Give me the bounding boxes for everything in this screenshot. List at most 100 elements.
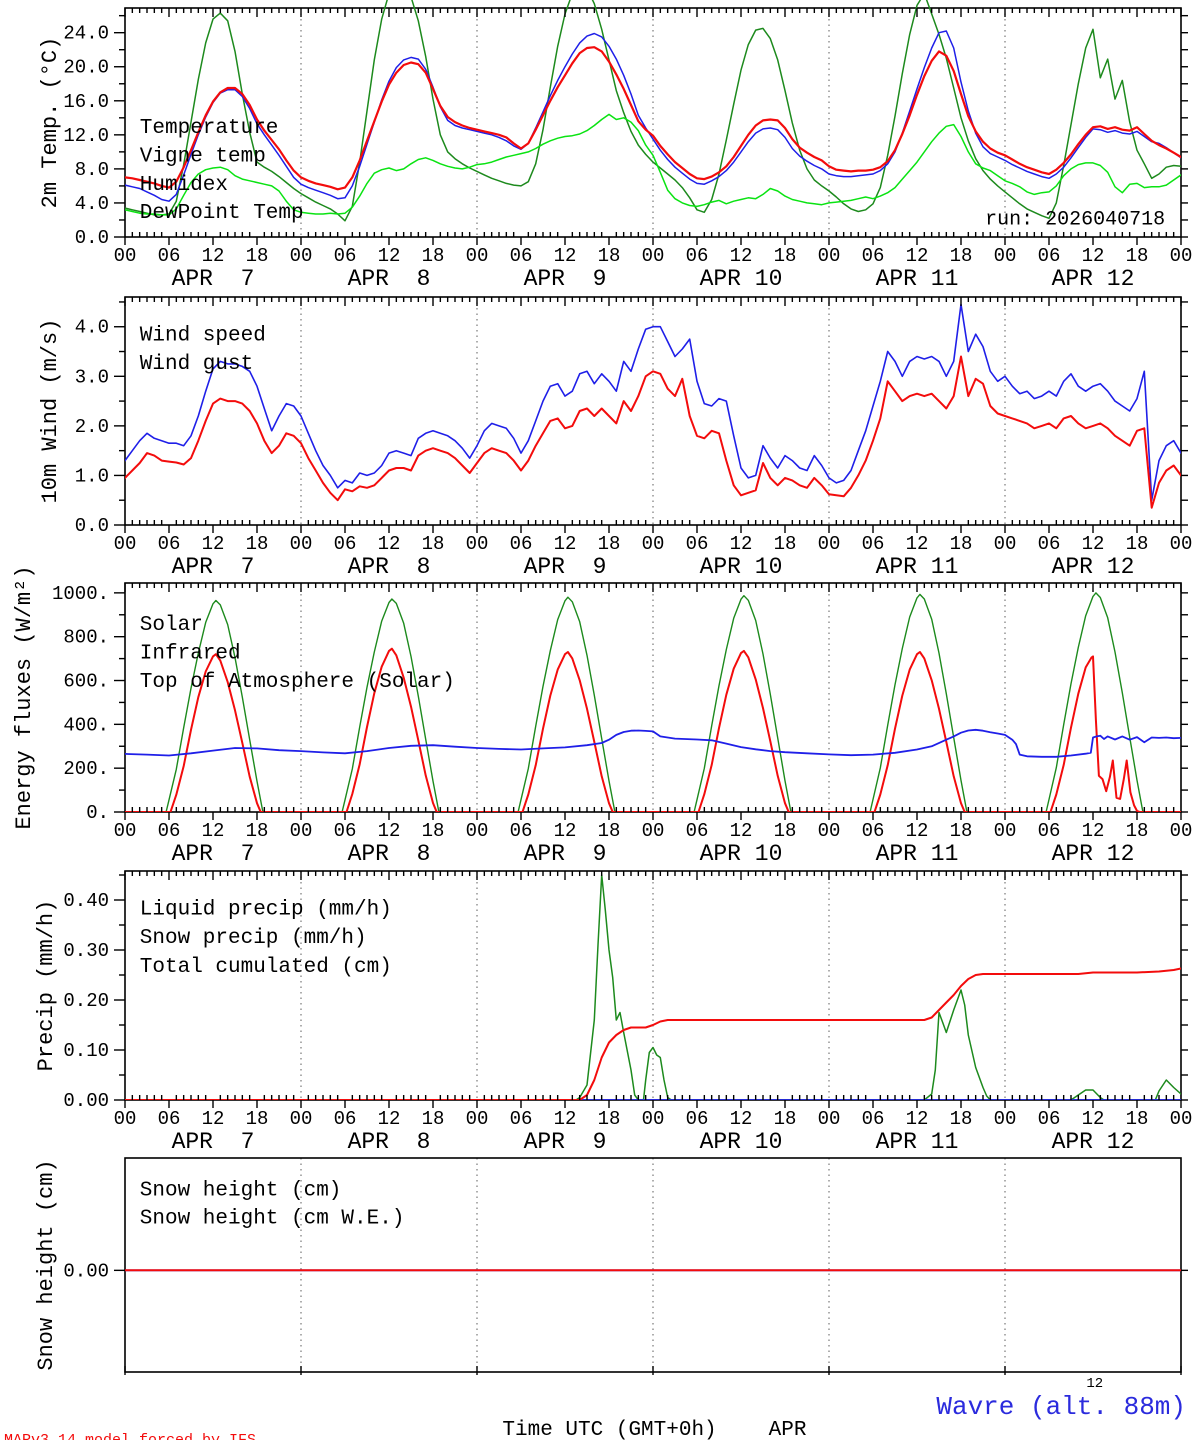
svg-text:200.: 200. <box>63 758 109 780</box>
panel-energy-fluxes: 0.200.400.600.800.1000.00 06 12 18 00 06 12 18 0… <box>12 565 1192 867</box>
svg-text:24.0: 24.0 <box>63 23 109 45</box>
svg-text:1000.: 1000. <box>52 583 109 605</box>
legend-vigne-temp: Vigne temp <box>140 145 266 168</box>
panel-wind: 0.01.02.03.04.000 06 12 18 00 06 12 18 00 06 12 18 0… <box>38 296 1192 580</box>
svg-text:06: 06 <box>862 1108 885 1130</box>
svg-text:APR 12: APR 12 <box>1052 841 1135 867</box>
svg-text:00: 00 <box>818 1108 841 1130</box>
x-axis-labels: 00 06 12 18 00 06 12 18 00 06 12 18 00 06 12 18 00 06 12 18… <box>114 245 1193 292</box>
svg-text:06: 06 <box>686 533 709 555</box>
svg-text:00: 00 <box>290 1108 313 1130</box>
svg-text:20.0: 20.0 <box>63 57 109 79</box>
svg-text:APR 12: APR 12 <box>1052 554 1135 580</box>
svg-text:00: 00 <box>114 1108 137 1130</box>
svg-text:00: 00 <box>642 533 665 555</box>
svg-text:06: 06 <box>510 820 533 842</box>
y-axis-title-snow-height: Snow height (cm) <box>34 1159 59 1370</box>
svg-text:06: 06 <box>158 820 181 842</box>
svg-text:18: 18 <box>246 245 269 267</box>
legend-wind-speed: Wind speed <box>140 324 266 347</box>
svg-text:12: 12 <box>906 533 929 555</box>
svg-text:00: 00 <box>642 820 665 842</box>
day-separators <box>300 297 1006 525</box>
legend-top-of-atmosphere-solar-: Top of Atmosphere (Solar) <box>140 671 455 694</box>
svg-text:18: 18 <box>1126 245 1149 267</box>
station-superscript: 12 <box>1086 1376 1104 1392</box>
svg-text:APR 11: APR 11 <box>876 266 959 292</box>
svg-text:06: 06 <box>1038 1108 1061 1130</box>
svg-text:18: 18 <box>1126 820 1149 842</box>
svg-text:12: 12 <box>730 1108 753 1130</box>
svg-text:18: 18 <box>774 245 797 267</box>
legend-temperature: Temperature <box>140 117 279 140</box>
series-liquid-precip <box>125 874 1181 1100</box>
svg-text:0.30: 0.30 <box>63 940 109 962</box>
y-axis-title-precip: Precip (mm/h) <box>34 900 59 1072</box>
svg-text:4.0: 4.0 <box>75 193 109 215</box>
svg-text:12: 12 <box>378 533 401 555</box>
svg-text:12: 12 <box>554 245 577 267</box>
svg-text:18: 18 <box>422 1108 445 1130</box>
legend-infrared: Infrared <box>140 643 241 666</box>
svg-text:18: 18 <box>422 245 445 267</box>
svg-text:APR 7: APR 7 <box>172 266 255 292</box>
legend-liquid-precip-mm-h-: Liquid precip (mm/h) <box>140 899 392 922</box>
svg-text:00: 00 <box>114 820 137 842</box>
svg-text:00: 00 <box>818 533 841 555</box>
y-axis-labels: 0. 200. 400. 600. 800. 1000. <box>52 583 109 824</box>
svg-text:12: 12 <box>554 1108 577 1130</box>
svg-text:3.0: 3.0 <box>75 366 109 388</box>
svg-text:06: 06 <box>862 820 885 842</box>
x-axis-ticks <box>124 8 1182 245</box>
svg-text:00: 00 <box>466 245 489 267</box>
svg-text:800.: 800. <box>63 627 109 649</box>
svg-text:12: 12 <box>1082 820 1105 842</box>
svg-text:00: 00 <box>290 820 313 842</box>
svg-text:12: 12 <box>1082 533 1105 555</box>
svg-text:06: 06 <box>686 245 709 267</box>
svg-text:06: 06 <box>334 820 357 842</box>
svg-text:06: 06 <box>510 245 533 267</box>
x-axis-ticks <box>124 583 1182 820</box>
svg-text:12: 12 <box>554 533 577 555</box>
series-vigne-temp <box>125 0 1181 222</box>
svg-text:18: 18 <box>950 1108 973 1130</box>
svg-text:APR 11: APR 11 <box>876 841 959 867</box>
y-axis-labels: 0.0 1.0 2.0 3.0 4.0 <box>75 317 109 537</box>
svg-text:APR 9: APR 9 <box>524 1129 607 1155</box>
svg-text:APR 9: APR 9 <box>524 841 607 867</box>
svg-text:12: 12 <box>202 1108 225 1130</box>
svg-text:00: 00 <box>466 533 489 555</box>
legend-snow-precip-mm-h-: Snow precip (mm/h) <box>140 927 367 950</box>
svg-text:0.10: 0.10 <box>63 1040 109 1062</box>
svg-text:APR 7: APR 7 <box>172 554 255 580</box>
forecast-charts: 0.0 4.0 8.0 12.0 16.0 20.0 24.0 00 06 12 18 00 06 12 1… <box>12 0 1193 1379</box>
legend-dewpoint-temp: DewPoint Temp <box>140 202 304 225</box>
svg-text:00: 00 <box>290 245 313 267</box>
model-credit: MARv3.14 model forced by IFS (c) Lab. of… <box>4 1386 400 1440</box>
series-humidex <box>125 30 1181 202</box>
svg-text:12.0: 12.0 <box>63 125 109 147</box>
svg-text:18: 18 <box>598 245 621 267</box>
legend-snow-height-cm-: Snow height (cm) <box>140 1179 342 1202</box>
svg-text:0.0: 0.0 <box>75 227 109 249</box>
svg-text:00: 00 <box>642 245 665 267</box>
svg-text:APR 11: APR 11 <box>876 1129 959 1155</box>
svg-text:12: 12 <box>730 533 753 555</box>
y-axis-labels: 0.0 4.0 8.0 12.0 16.0 20.0 24.0 <box>63 23 109 249</box>
legend: Temperature Vigne temp Humidex DewPoint Tem… <box>140 117 304 225</box>
svg-text:18: 18 <box>246 1108 269 1130</box>
svg-text:00: 00 <box>114 245 137 267</box>
svg-text:00: 00 <box>994 820 1017 842</box>
svg-text:12: 12 <box>378 1108 401 1130</box>
svg-text:APR 8: APR 8 <box>348 554 431 580</box>
svg-text:0.00: 0.00 <box>63 1090 109 1112</box>
svg-text:06: 06 <box>862 245 885 267</box>
svg-text:12: 12 <box>906 245 929 267</box>
svg-text:00: 00 <box>818 820 841 842</box>
svg-text:06: 06 <box>158 533 181 555</box>
y-axis-labels: 0.00 <box>63 1260 109 1282</box>
model-credit-line1: MARv3.14 model forced by IFS <box>4 1430 400 1440</box>
series-solar <box>125 647 1181 812</box>
